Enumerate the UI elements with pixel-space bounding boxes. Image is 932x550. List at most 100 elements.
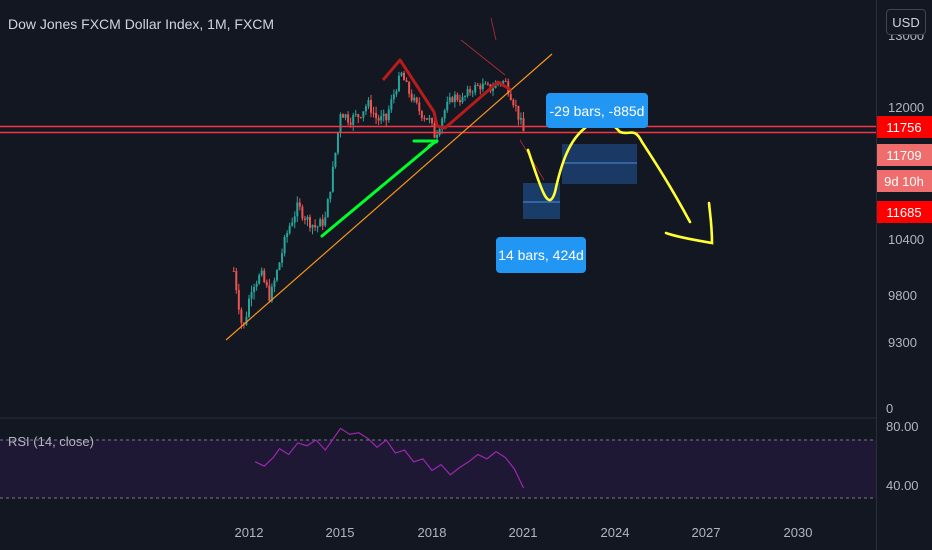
candle-body bbox=[425, 118, 428, 120]
x-tick-label: 2030 bbox=[784, 525, 813, 540]
candle-body bbox=[464, 95, 467, 97]
price-tags: 11756 11709 9d 10h 11685 bbox=[876, 116, 932, 223]
candle-body bbox=[331, 166, 334, 192]
candle-body bbox=[400, 72, 403, 76]
candle-body bbox=[245, 316, 248, 325]
candle-body bbox=[324, 217, 327, 226]
candle-body bbox=[458, 100, 461, 103]
candle-body bbox=[415, 97, 418, 103]
price-tag-11685: 11685 bbox=[886, 205, 921, 220]
candle-body bbox=[481, 83, 484, 90]
candle-body bbox=[258, 275, 261, 284]
candle-body bbox=[250, 292, 253, 299]
candle-body bbox=[443, 110, 446, 119]
candle-body bbox=[344, 114, 347, 118]
candle-body bbox=[278, 262, 281, 271]
candle-body bbox=[362, 111, 365, 118]
candle-body bbox=[275, 270, 278, 281]
candle-body bbox=[293, 216, 296, 223]
axis-separator bbox=[876, 0, 877, 550]
candle-body bbox=[370, 100, 372, 113]
candles-layer bbox=[232, 71, 525, 329]
candle-body bbox=[395, 91, 398, 95]
candle-body bbox=[240, 309, 243, 323]
candle-body bbox=[352, 115, 355, 125]
red-pattern-drawing[interactable] bbox=[381, 58, 512, 130]
candle-body bbox=[321, 219, 324, 226]
x-tick-label: 2015 bbox=[326, 525, 355, 540]
price-tag-box bbox=[876, 144, 932, 166]
candle-body bbox=[436, 134, 439, 138]
candle-body bbox=[522, 118, 525, 132]
candle-body bbox=[448, 97, 451, 102]
x-tick-label: 2018 bbox=[418, 525, 447, 540]
candle-body bbox=[347, 114, 350, 123]
candle-body bbox=[405, 80, 408, 82]
currency-button[interactable]: USD bbox=[886, 9, 926, 35]
x-tick-label: 2027 bbox=[692, 525, 721, 540]
candle-body bbox=[420, 111, 423, 118]
rsi-indicator-label[interactable]: RSI (14, close) bbox=[8, 434, 94, 449]
candle-body bbox=[433, 123, 436, 138]
measure-box-upper[interactable] bbox=[562, 144, 637, 184]
trendline[interactable] bbox=[225, 53, 553, 341]
candle-body bbox=[502, 81, 505, 84]
y-tick-label: 12000 bbox=[888, 100, 924, 115]
candle-body bbox=[367, 100, 370, 107]
y-tick-label: 10400 bbox=[888, 232, 924, 247]
candle-body bbox=[329, 191, 332, 200]
time-axis[interactable]: 2012 2015 2018 2021 2024 2027 2030 bbox=[235, 525, 813, 540]
x-tick-label: 2021 bbox=[509, 525, 538, 540]
candle-body bbox=[385, 113, 388, 121]
candle-body bbox=[316, 226, 319, 228]
price-tag-11709: 11709 bbox=[886, 148, 921, 163]
candle-body bbox=[392, 94, 395, 100]
candle-body bbox=[428, 118, 431, 120]
green-arrow-drawing[interactable] bbox=[320, 139, 439, 238]
rsi-y-tick-label: 80.00 bbox=[886, 419, 919, 434]
candle-body bbox=[349, 122, 352, 125]
chart-title: Dow Jones FXCM Dollar Index, 1M, FXCM bbox=[8, 16, 275, 32]
candle-body bbox=[288, 225, 291, 234]
candle-body bbox=[410, 93, 413, 101]
price-tag-box bbox=[876, 116, 932, 138]
candle-body bbox=[397, 75, 400, 92]
candle-body bbox=[519, 118, 522, 120]
candle-body bbox=[372, 112, 375, 114]
candle-body bbox=[265, 282, 268, 286]
candle-body bbox=[456, 94, 459, 101]
rsi-line bbox=[254, 427, 525, 489]
price-tag-11756: 11756 bbox=[886, 120, 921, 135]
candle-body bbox=[273, 280, 276, 287]
y-tick-label: 9300 bbox=[888, 335, 917, 350]
candle-body bbox=[301, 206, 304, 219]
candle-body bbox=[476, 85, 479, 87]
candle-body bbox=[357, 114, 360, 118]
candle-body bbox=[377, 118, 380, 121]
candle-body bbox=[471, 92, 474, 94]
candle-body bbox=[469, 89, 472, 93]
candle-body bbox=[461, 96, 464, 103]
candle-body bbox=[263, 270, 266, 283]
countdown-tag: 9d 10h bbox=[884, 174, 924, 189]
measure-callout-upper[interactable]: -29 bars, -885d bbox=[546, 93, 648, 128]
candle-body bbox=[509, 94, 512, 101]
candle-body bbox=[512, 100, 515, 106]
candle-body bbox=[413, 97, 416, 101]
candle-body bbox=[255, 283, 258, 287]
candle-body bbox=[237, 290, 240, 310]
candle-body bbox=[431, 118, 433, 124]
candle-body bbox=[311, 224, 314, 228]
candle-body bbox=[387, 109, 390, 121]
candle-body bbox=[517, 105, 520, 120]
candle-body bbox=[342, 114, 345, 118]
candle-body bbox=[375, 113, 378, 119]
candle-body bbox=[286, 233, 289, 238]
measure-callout-lower[interactable]: 14 bars, 424d bbox=[496, 237, 586, 273]
candle-body bbox=[474, 85, 477, 93]
candle-body bbox=[382, 113, 385, 117]
candle-body bbox=[403, 72, 406, 81]
candle-body bbox=[235, 271, 238, 291]
